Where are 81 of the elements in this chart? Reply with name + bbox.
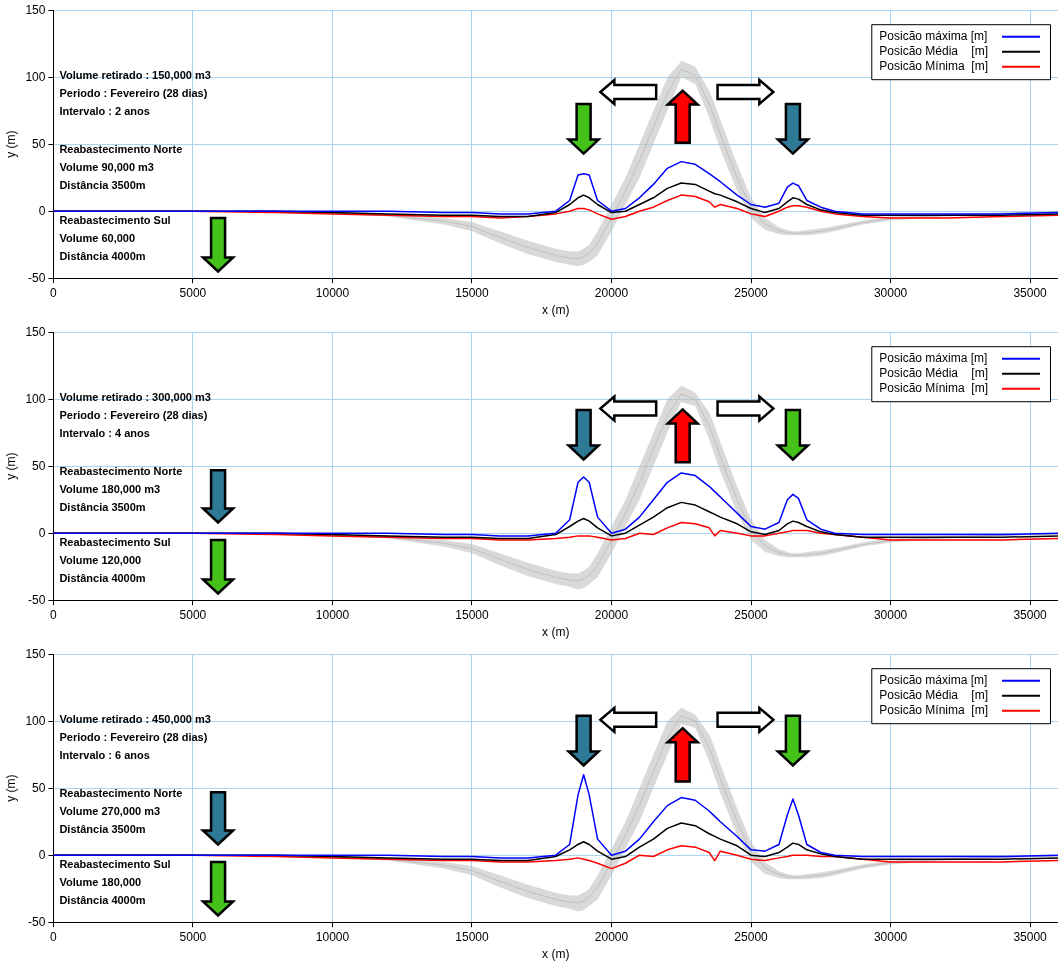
annotation: Reabastecimento Sul <box>59 535 171 548</box>
annotation: Distância 3500m <box>59 178 146 191</box>
x-tick-label: 10000 <box>315 285 350 300</box>
x-tick-label: 30000 <box>873 285 908 300</box>
y-tick-label: 0 <box>38 847 46 862</box>
annotation: Periodo : Fevereiro (28 dias) <box>59 730 208 743</box>
x-tick-label: 0 <box>50 285 58 300</box>
annotation: Volume retirado : 150,000 m3 <box>59 68 211 81</box>
legend-label: Posicão Mínima [m] <box>879 703 988 718</box>
x-tick-label: 5000 <box>179 929 207 944</box>
x-tick-label: 15000 <box>455 929 489 944</box>
x-tick-label: 5000 <box>179 607 207 622</box>
annotation: Volume 90,000 m3 <box>59 160 154 173</box>
annotation: Reabastecimento Norte <box>59 464 183 477</box>
legend-label: Posicão máxima [m] <box>879 351 988 366</box>
annotation: Volume 270,000 m3 <box>59 804 161 817</box>
legend-label: Posicão máxima [m] <box>879 29 988 44</box>
legend-label: Posicão Mínima [m] <box>879 59 988 74</box>
legend-label: Posicão Média [m] <box>879 688 989 703</box>
x-tick-label: 15000 <box>455 607 489 622</box>
x-tick-label: 35000 <box>1013 929 1048 944</box>
x-tick-label: 15000 <box>455 285 489 300</box>
x-tick-label: 5000 <box>179 285 207 300</box>
annotation: Reabastecimento Sul <box>59 857 171 870</box>
annotation: Reabastecimento Norte <box>59 142 183 155</box>
y-tick-label: -50 <box>28 914 46 929</box>
annotation: Periodo : Fevereiro (28 dias) <box>59 86 208 99</box>
y-tick-label: 50 <box>32 780 46 795</box>
y-tick-label: -50 <box>28 592 46 607</box>
annotation: Volume 120,000 <box>59 553 142 566</box>
x-tick-label: 20000 <box>594 607 629 622</box>
annotation: Periodo : Fevereiro (28 dias) <box>59 408 208 421</box>
x-tick-label: 25000 <box>734 929 769 944</box>
legend-label: Posicão Mínima [m] <box>879 381 988 396</box>
y-tick-label: 100 <box>25 69 46 84</box>
annotation: Intervalo : 4 anos <box>59 426 150 439</box>
y-tick-label: 50 <box>32 136 46 151</box>
y-axis-title: y (m) <box>3 774 18 802</box>
annotation: Distância 4000m <box>59 893 146 906</box>
y-axis-title: y (m) <box>3 130 18 158</box>
annotation: Volume 180,000 m3 <box>59 482 161 495</box>
y-tick-label: 150 <box>25 646 46 661</box>
x-tick-label: 30000 <box>873 929 908 944</box>
x-tick-label: 35000 <box>1013 285 1048 300</box>
annotation: Volume retirado : 450,000 m3 <box>59 712 211 725</box>
annotation: Intervalo : 6 anos <box>59 748 150 761</box>
x-tick-label: 10000 <box>315 929 350 944</box>
x-tick-label: 30000 <box>873 607 908 622</box>
legend-label: Posicão Média [m] <box>879 44 989 59</box>
y-tick-label: 150 <box>25 2 46 17</box>
legend-label: Posicão máxima [m] <box>879 673 988 688</box>
x-axis-title: x (m) <box>542 625 570 640</box>
annotation: Distância 3500m <box>59 500 146 513</box>
legend-label: Posicão Média [m] <box>879 366 989 381</box>
annotation: Volume retirado : 300,000 m3 <box>59 390 211 403</box>
y-axis-title: y (m) <box>3 452 18 480</box>
y-tick-label: 100 <box>25 713 46 728</box>
y-tick-label: 50 <box>32 458 46 473</box>
y-tick-label: -50 <box>28 270 46 285</box>
y-tick-label: 0 <box>38 525 46 540</box>
annotation: Volume 180,000 <box>59 875 142 888</box>
annotation: Reabastecimento Sul <box>59 213 171 226</box>
x-tick-label: 25000 <box>734 607 769 622</box>
x-axis-title: x (m) <box>542 303 570 318</box>
y-tick-label: 0 <box>38 203 46 218</box>
x-axis-title: x (m) <box>542 947 570 962</box>
annotation: Distância 3500m <box>59 822 146 835</box>
x-tick-label: 20000 <box>594 285 629 300</box>
annotation: Distância 4000m <box>59 249 146 262</box>
annotation: Volume 60,000 <box>59 231 136 244</box>
annotation: Intervalo : 2 anos <box>59 104 150 117</box>
x-tick-label: 0 <box>50 929 58 944</box>
x-tick-label: 35000 <box>1013 607 1048 622</box>
x-tick-label: 0 <box>50 607 58 622</box>
x-tick-label: 10000 <box>315 607 350 622</box>
y-tick-label: 100 <box>25 391 46 406</box>
y-tick-label: 150 <box>25 324 46 339</box>
annotation: Distância 4000m <box>59 571 146 584</box>
x-tick-label: 25000 <box>734 285 769 300</box>
annotation: Reabastecimento Norte <box>59 786 183 799</box>
x-tick-label: 20000 <box>594 929 629 944</box>
